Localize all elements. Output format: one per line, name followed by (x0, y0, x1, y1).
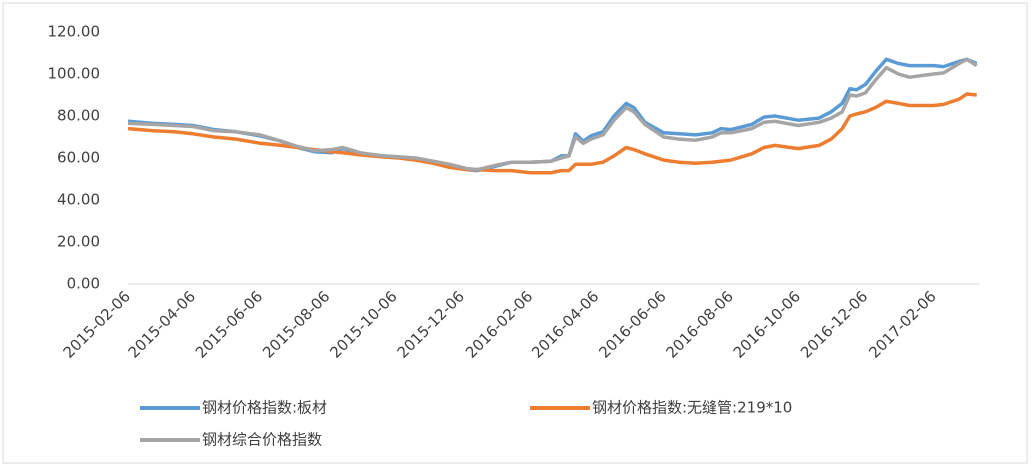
y-tick-label: 60.00 (57, 149, 100, 167)
legend-label: 钢材综合价格指数 (202, 431, 322, 449)
y-tick-label: 100.00 (48, 65, 101, 83)
legend-label: 钢材价格指数:板材 (202, 399, 327, 417)
y-tick-label: 20.00 (57, 233, 100, 251)
y-tick-label: 120.00 (48, 23, 101, 41)
series-line (127, 57, 978, 172)
y-tick-label: 0.00 (67, 275, 100, 293)
y-tick-label: 40.00 (57, 191, 100, 209)
y-tick-label: 80.00 (57, 107, 100, 125)
legend-label: 钢材价格指数:无缝管:219*10 (592, 399, 792, 417)
